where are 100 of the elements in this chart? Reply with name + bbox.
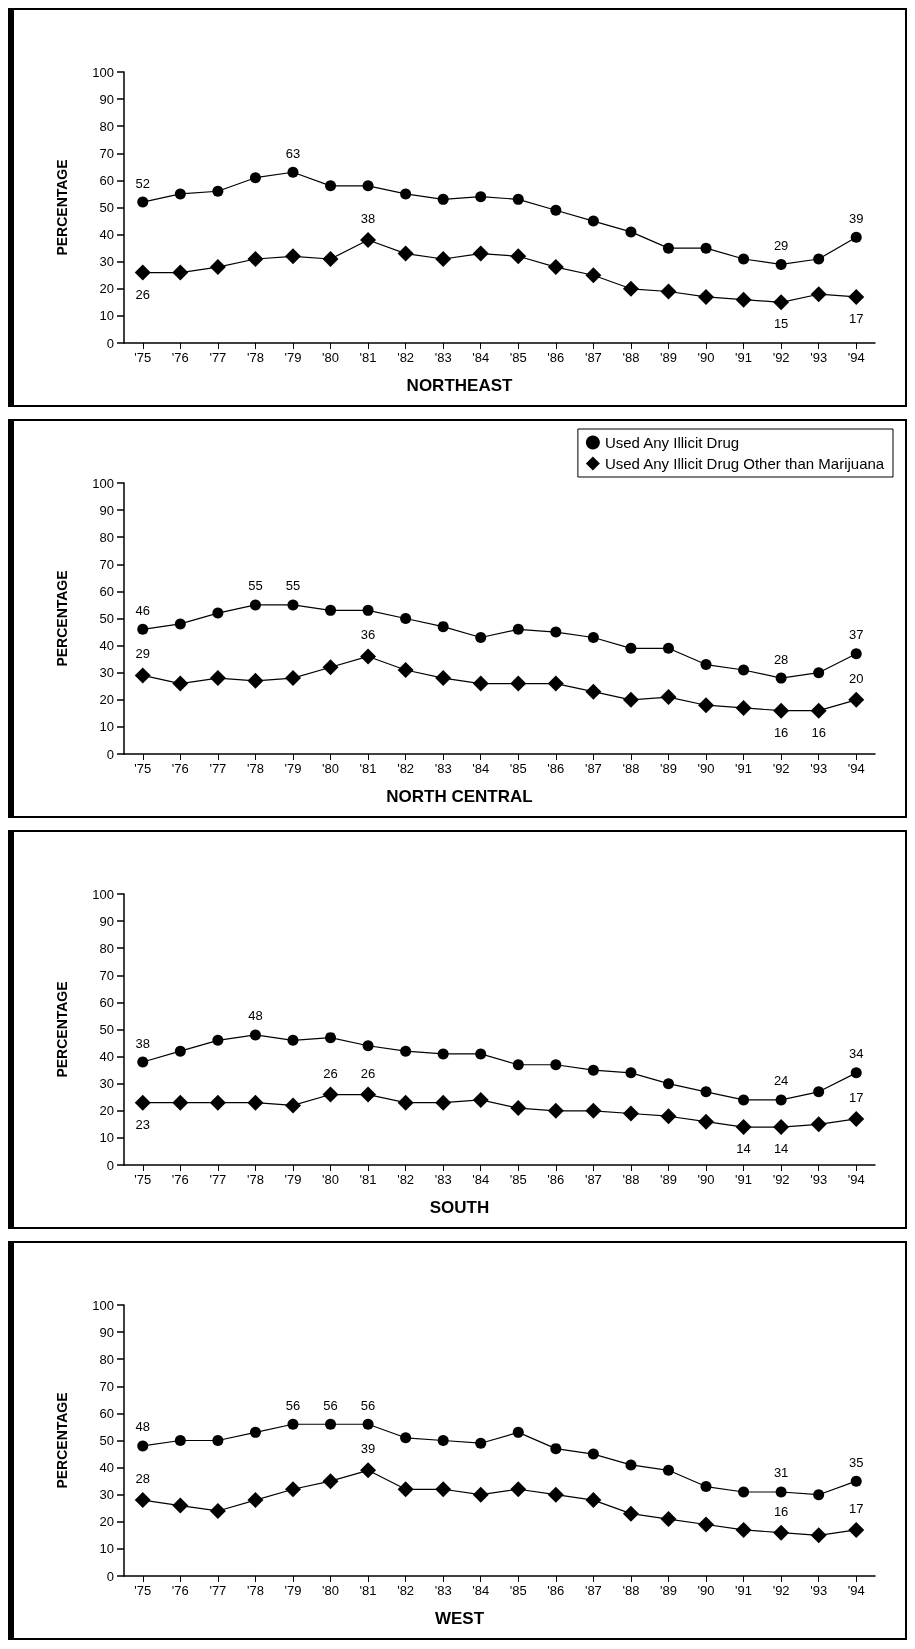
point bbox=[587, 631, 599, 643]
y-tick-label: 60 bbox=[99, 1405, 114, 1421]
point bbox=[775, 672, 787, 684]
data-label: 56 bbox=[285, 1397, 301, 1413]
y-axis-title: PERCENTAGE bbox=[54, 981, 70, 1078]
point bbox=[700, 1481, 712, 1493]
y-tick-label: 0 bbox=[106, 1157, 114, 1173]
x-tick-label: '89 bbox=[660, 1583, 677, 1598]
point bbox=[625, 642, 637, 654]
point bbox=[435, 670, 452, 687]
point bbox=[249, 599, 261, 611]
y-tick-label: 60 bbox=[99, 583, 114, 599]
x-tick-label: '86 bbox=[547, 1583, 565, 1598]
y-tick-label: 50 bbox=[99, 200, 114, 215]
x-tick-label: '93 bbox=[810, 1172, 828, 1187]
y-tick-label: 70 bbox=[99, 1378, 114, 1394]
y-tick-label: 100 bbox=[92, 1297, 114, 1313]
point bbox=[547, 1102, 564, 1119]
x-tick-label: '94 bbox=[847, 1583, 865, 1598]
point bbox=[848, 1110, 865, 1127]
point bbox=[400, 1432, 412, 1444]
data-label: 26 bbox=[135, 286, 151, 302]
x-tick-label: '80 bbox=[322, 350, 339, 365]
x-tick-label: '78 bbox=[246, 1583, 264, 1598]
point bbox=[284, 248, 301, 265]
data-label: 55 bbox=[248, 578, 263, 594]
x-tick-label: '85 bbox=[509, 350, 527, 365]
text: NORTH CENTRAL bbox=[386, 787, 533, 806]
x-tick-label: '93 bbox=[810, 350, 828, 365]
point bbox=[322, 659, 339, 676]
y-tick-label: 20 bbox=[99, 1514, 114, 1530]
y-tick-label: 20 bbox=[99, 692, 114, 708]
x-tick-label: '90 bbox=[697, 1583, 715, 1598]
y-tick-label: 90 bbox=[99, 91, 114, 107]
data-label: 37 bbox=[848, 627, 864, 643]
y-tick-label: 40 bbox=[99, 227, 114, 243]
x-tick-label: '81 bbox=[359, 350, 377, 365]
x-tick-label: '88 bbox=[622, 350, 640, 365]
y-tick-label: 80 bbox=[99, 940, 114, 956]
x-tick-label: '89 bbox=[660, 1172, 677, 1187]
data-label: 14 bbox=[736, 1141, 751, 1157]
point bbox=[284, 1097, 301, 1114]
point bbox=[472, 1091, 489, 1108]
y-axis-title: PERCENTAGE bbox=[54, 159, 70, 256]
y-tick-label: 60 bbox=[99, 994, 114, 1010]
x-tick-label: '78 bbox=[246, 1172, 264, 1187]
x-tick-label: '88 bbox=[622, 761, 640, 776]
point bbox=[550, 1059, 562, 1071]
point bbox=[698, 1113, 715, 1130]
point bbox=[174, 618, 186, 630]
x-tick-label: '91 bbox=[735, 1172, 753, 1187]
point bbox=[587, 1064, 599, 1076]
y-axis-title: PERCENTAGE bbox=[54, 1392, 70, 1489]
point bbox=[622, 1505, 639, 1522]
x-tick-label: '80 bbox=[322, 1172, 339, 1187]
data-label: 15 bbox=[773, 316, 789, 332]
point bbox=[550, 1443, 562, 1455]
x-tick-label: '90 bbox=[697, 350, 715, 365]
point bbox=[510, 1481, 527, 1498]
y-tick-label: 90 bbox=[99, 1324, 114, 1340]
data-label: 35 bbox=[848, 1454, 864, 1470]
point bbox=[362, 604, 374, 616]
y-tick-label: 60 bbox=[99, 172, 114, 188]
point bbox=[735, 1119, 752, 1136]
point bbox=[247, 1094, 264, 1111]
point bbox=[547, 259, 564, 276]
data-label: 24 bbox=[773, 1073, 789, 1089]
point bbox=[735, 1521, 752, 1538]
point bbox=[134, 264, 151, 281]
data-label: 26 bbox=[360, 1065, 376, 1081]
x-tick-label: '78 bbox=[246, 761, 264, 776]
point bbox=[810, 1527, 827, 1544]
point bbox=[287, 1034, 299, 1046]
point bbox=[510, 1100, 527, 1117]
point bbox=[773, 702, 790, 719]
point bbox=[209, 259, 226, 276]
point bbox=[773, 1524, 790, 1541]
point bbox=[773, 1119, 790, 1136]
point bbox=[212, 185, 224, 197]
x-tick-label: '81 bbox=[359, 761, 377, 776]
data-label: 36 bbox=[360, 627, 376, 643]
y-tick-label: 30 bbox=[99, 1076, 114, 1092]
y-tick-label: 80 bbox=[99, 1351, 114, 1367]
x-tick-label: '91 bbox=[735, 761, 753, 776]
point bbox=[134, 1492, 151, 1509]
y-tick-label: 50 bbox=[99, 1433, 114, 1448]
point bbox=[475, 191, 487, 203]
data-label: 52 bbox=[135, 175, 151, 191]
x-tick-label: '77 bbox=[209, 761, 227, 776]
point bbox=[249, 1426, 261, 1438]
point bbox=[212, 1435, 224, 1446]
point bbox=[362, 180, 374, 192]
point bbox=[212, 607, 224, 619]
point bbox=[813, 667, 825, 679]
point bbox=[397, 245, 414, 262]
y-tick-label: 100 bbox=[92, 64, 114, 80]
x-tick-label: '88 bbox=[622, 1172, 640, 1187]
x-tick-label: '82 bbox=[397, 761, 415, 776]
point bbox=[622, 280, 639, 297]
x-tick-label: '92 bbox=[772, 350, 790, 365]
